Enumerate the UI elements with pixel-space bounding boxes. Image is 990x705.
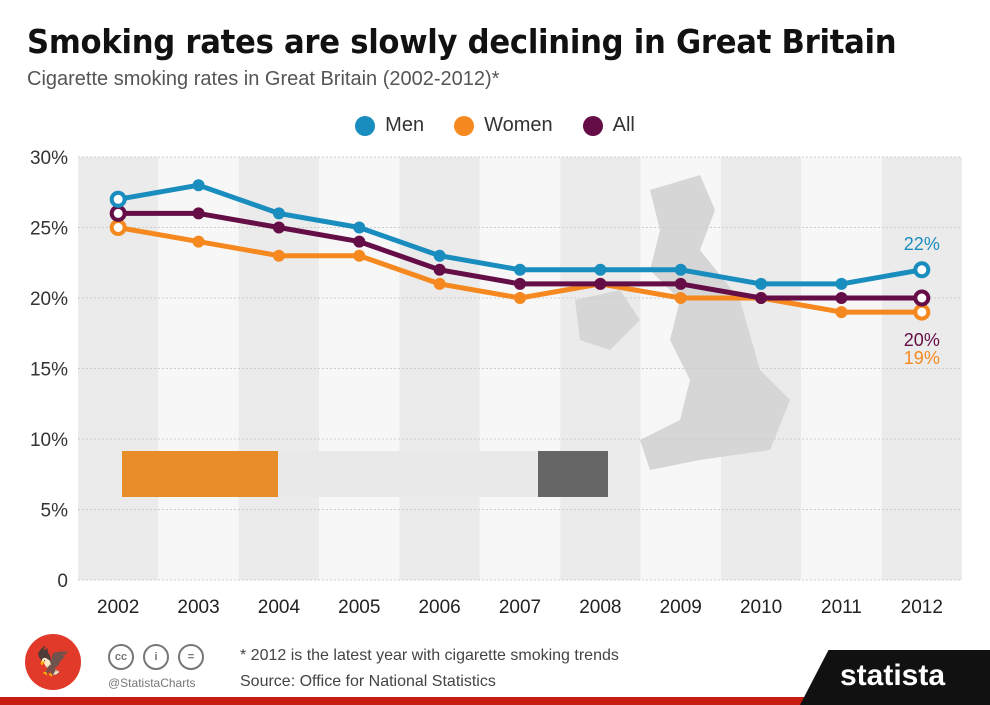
data-point: [272, 221, 285, 234]
no-derivatives-icon: =: [178, 644, 204, 670]
legend-swatch: [355, 115, 376, 136]
legend-item-women: Women: [454, 114, 553, 137]
x-tick-label: 2002: [97, 597, 139, 618]
data-point: [594, 263, 607, 276]
legend-swatch: [454, 115, 475, 136]
footer-bar: [0, 697, 990, 705]
end-value-label: 19%: [904, 348, 940, 368]
data-point: [674, 292, 687, 304]
end-value-label: 22%: [904, 234, 940, 254]
data-point: [835, 306, 848, 319]
x-tick-label: 2009: [660, 597, 702, 618]
source: Source: Office for National Statistics: [240, 673, 496, 690]
data-point-end: [913, 303, 931, 321]
y-tick-label: 15%: [30, 360, 68, 381]
data-point: [514, 263, 526, 276]
cigarette-ash: [538, 451, 608, 497]
data-point: [835, 277, 848, 290]
data-point: [192, 235, 205, 248]
legend-item-all: All: [582, 114, 635, 137]
y-tick-label: 25%: [30, 219, 68, 240]
twitter-handle: @StatistaCharts: [108, 676, 196, 690]
x-tick-label: 2012: [901, 597, 943, 618]
attribution-icon: i: [143, 644, 169, 670]
uk-map-silhouette: [575, 175, 790, 470]
data-point: [353, 235, 366, 248]
column-band: [801, 157, 882, 580]
legend-label: All: [612, 114, 635, 136]
column-band: [560, 157, 641, 580]
eagle-logo: 🦅: [25, 634, 81, 690]
y-tick-label: 10%: [30, 430, 68, 451]
legend-swatch: [582, 115, 603, 136]
x-tick-label: 2005: [338, 597, 380, 618]
chart-title: Smoking rates are slowly declining in Gr…: [27, 22, 897, 61]
cc-icon: cc: [108, 644, 134, 670]
data-point: [514, 277, 526, 290]
x-tick-label: 2007: [499, 597, 541, 618]
x-tick-label: 2006: [418, 597, 460, 618]
legend-label: Women: [484, 114, 553, 136]
line-chart: 0 5% 10% 15% 20% 25% 30% 2002 2003 2004 2005 2006 20…: [30, 148, 962, 618]
data-point: [272, 249, 285, 262]
legend-item-men: Men: [355, 114, 424, 137]
data-point-end: [913, 289, 931, 307]
x-tick-label: 2010: [740, 597, 782, 618]
column-band: [881, 157, 962, 580]
data-point-end: [109, 190, 127, 208]
y-tick-label: 20%: [30, 289, 68, 310]
data-point: [514, 292, 526, 304]
legend-label: Men: [385, 114, 425, 136]
footnote: * 2012 is the latest year with cigarette…: [240, 647, 619, 664]
data-point: [272, 207, 285, 220]
cigarette-paper: [278, 451, 538, 497]
y-tick-label: 5%: [41, 501, 69, 522]
data-point: [674, 277, 687, 290]
x-tick-label: 2008: [579, 597, 621, 618]
chart-subtitle: Cigarette smoking rates in Great Britain…: [27, 68, 500, 90]
data-point: [353, 249, 366, 262]
x-tick-label: 2004: [258, 597, 301, 618]
statista-logo: statista: [800, 650, 990, 705]
data-point: [755, 292, 768, 304]
data-point-end: [109, 219, 127, 236]
legend: Men Women All: [0, 114, 990, 137]
data-point: [433, 277, 446, 290]
x-tick-label: 2011: [821, 597, 862, 618]
data-point: [835, 292, 848, 304]
cigarette-filter: [122, 451, 278, 497]
y-tick-label: 30%: [30, 148, 68, 169]
data-point: [192, 179, 205, 192]
data-point: [755, 277, 768, 290]
data-point: [433, 249, 446, 262]
data-point: [594, 277, 607, 290]
data-point: [192, 207, 205, 220]
x-tick-label: 2003: [177, 597, 219, 618]
data-point: [674, 263, 687, 276]
data-point-end: [913, 261, 931, 279]
end-value-label: 20%: [904, 330, 940, 350]
data-point-end: [109, 204, 127, 222]
data-point: [353, 221, 366, 234]
data-point: [433, 263, 446, 276]
y-tick-label: 0: [57, 571, 68, 592]
